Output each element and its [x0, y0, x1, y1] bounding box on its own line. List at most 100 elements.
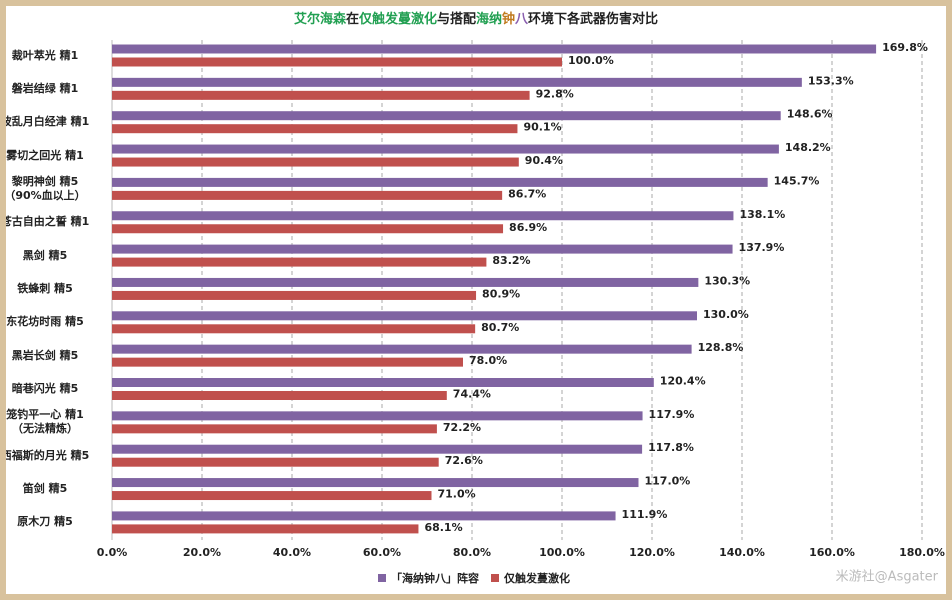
value-label: 145.7% [774, 174, 820, 187]
value-label: 90.1% [523, 121, 561, 134]
x-tick-label: 20.0% [183, 546, 221, 559]
value-label: 78.0% [469, 354, 507, 367]
bar [112, 411, 643, 421]
value-label: 137.9% [739, 241, 785, 254]
value-label: 148.2% [785, 141, 831, 154]
value-label: 153.3% [808, 74, 854, 87]
y-tick-label: 笛剑 精5 [22, 482, 68, 496]
bar [112, 177, 768, 187]
bar [112, 344, 692, 354]
y-tick-label: 黑剑 精5 [22, 248, 68, 262]
x-tick-label: 0.0% [97, 546, 128, 559]
value-label: 117.9% [649, 408, 695, 421]
value-label: 72.2% [443, 421, 481, 434]
value-label: 68.1% [424, 521, 462, 534]
bar [112, 44, 877, 54]
value-label: 117.0% [645, 475, 691, 488]
y-tick-label: 东花坊时雨 精5 [6, 315, 84, 329]
bar [112, 424, 437, 434]
y-tick-label: 苍古自由之誓 精1 [0, 215, 90, 229]
y-tick-label: 西福斯的月光 精5 [0, 448, 90, 462]
bar [112, 124, 518, 134]
bar [112, 90, 530, 100]
bar [112, 391, 447, 400]
y-tick-label: 裁叶萃光 精1 [11, 48, 79, 62]
x-tick-label: 120.0% [629, 546, 675, 559]
y-tick-label: 笼钓平一心 精1 （无法精炼） [6, 408, 84, 436]
y-tick-label: 原木刀 精5 [17, 515, 73, 529]
value-label: 130.3% [704, 274, 750, 287]
y-tick-label: 铁蜂刺 精5 [17, 281, 73, 295]
legend-label: 仅触发蔓激化 [503, 571, 570, 585]
bar [112, 190, 503, 200]
value-label: 86.9% [509, 221, 547, 234]
value-label: 71.0% [438, 488, 476, 501]
value-label: 86.7% [508, 187, 546, 200]
value-label: 120.4% [660, 375, 706, 388]
value-label: 130.0% [703, 308, 749, 321]
bar [112, 491, 432, 501]
title-part: 与搭配 [437, 11, 476, 27]
bar [112, 244, 733, 254]
value-label: 72.6% [445, 454, 483, 467]
title-part: 环境下各武器伤害对比 [528, 11, 658, 27]
value-label: 83.2% [492, 254, 530, 267]
bar [112, 478, 639, 488]
bar [112, 211, 734, 221]
bar [112, 57, 562, 67]
value-label: 92.8% [536, 87, 574, 100]
value-label: 100.0% [568, 54, 614, 67]
value-label: 117.8% [648, 441, 694, 454]
value-label: 111.9% [622, 508, 668, 521]
bar [112, 311, 697, 321]
y-tick-label: 雾切之回光 精1 [6, 148, 84, 162]
legend-swatch [491, 574, 499, 582]
bar [112, 378, 654, 387]
bar [112, 157, 519, 167]
bar [112, 111, 781, 121]
x-tick-label: 180.0% [899, 546, 945, 559]
title-part: 海纳 [476, 11, 502, 27]
watermark: 米游社@Asgater [836, 569, 939, 585]
x-tick-label: 40.0% [273, 546, 311, 559]
bar [112, 357, 463, 367]
value-label: 80.9% [482, 287, 520, 300]
y-tick-label: 波乱月白经津 精1 [0, 115, 90, 129]
title-part: 钟 [502, 11, 515, 27]
y-tick-label: 黎明神剑 精5 （90%血以上） [4, 174, 86, 202]
value-label: 74.4% [453, 388, 491, 401]
bar [112, 324, 476, 334]
bar [112, 457, 439, 467]
y-tick-label: 暗巷闪光 精5 [11, 382, 79, 395]
value-label: 80.7% [481, 321, 519, 334]
title-part: 仅触发蔓激化 [358, 11, 437, 27]
bar [112, 290, 477, 300]
value-label: 148.6% [787, 108, 833, 121]
bar [112, 277, 699, 287]
title-part: 艾尔海森 [294, 11, 347, 27]
x-tick-label: 80.0% [453, 546, 491, 559]
legend-swatch [378, 574, 386, 582]
bar [112, 444, 643, 454]
value-label: 169.8% [882, 41, 928, 54]
bar [112, 511, 616, 521]
bar [112, 524, 419, 534]
bar [112, 77, 802, 87]
bar [112, 224, 504, 234]
title-part: 八 [514, 12, 529, 27]
x-tick-label: 160.0% [809, 546, 855, 559]
x-tick-label: 60.0% [363, 546, 401, 559]
bar [112, 144, 779, 154]
value-label: 138.1% [739, 208, 785, 221]
y-tick-label: 黑岩长剑 精5 [11, 348, 79, 362]
legend-label: 「海纳钟八」阵容 [391, 571, 479, 585]
chart-title: 艾尔海森在仅触发蔓激化与搭配海纳钟八环境下各武器伤害对比 [294, 11, 658, 27]
title-part: 在 [346, 11, 359, 27]
value-label: 128.8% [698, 341, 744, 354]
x-tick-label: 140.0% [719, 546, 765, 559]
bar [112, 257, 487, 267]
value-label: 90.4% [525, 154, 563, 167]
x-tick-label: 100.0% [539, 546, 585, 559]
